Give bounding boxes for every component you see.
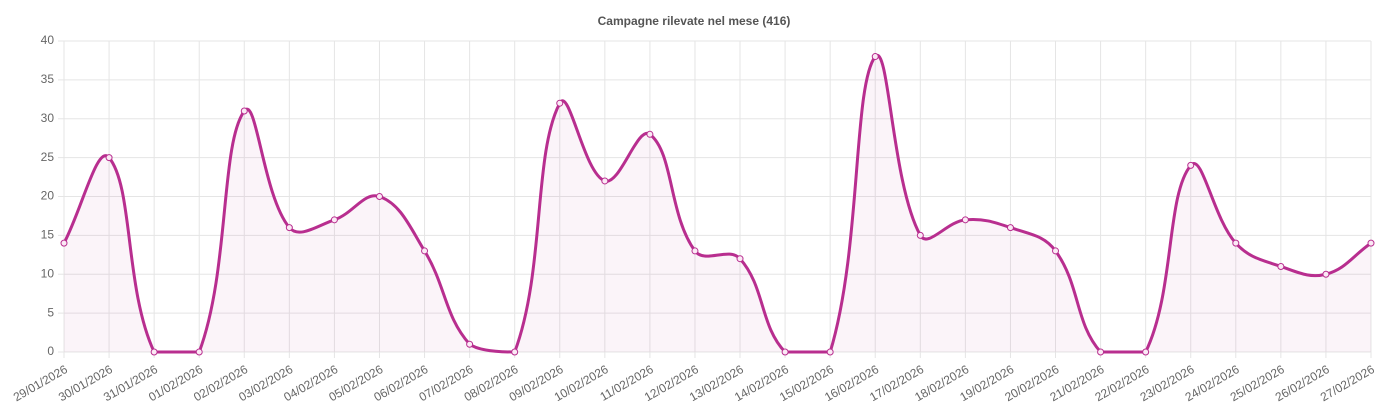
point <box>375 193 383 200</box>
y-tick-label: 15 <box>41 228 55 242</box>
point <box>1367 239 1375 247</box>
point <box>826 348 834 356</box>
point <box>1052 247 1060 255</box>
point <box>916 231 924 239</box>
point <box>285 224 293 232</box>
point <box>871 53 879 61</box>
y-tick-label: 0 <box>47 344 54 358</box>
point <box>691 247 699 255</box>
area <box>64 55 1371 353</box>
point <box>736 255 744 263</box>
point <box>781 348 789 356</box>
point <box>1187 161 1195 169</box>
chart-title: Campagne rilevate nel mese (416) <box>598 14 791 28</box>
point <box>1006 224 1014 232</box>
point <box>150 348 158 356</box>
point <box>466 340 474 348</box>
plot <box>60 53 1375 356</box>
point <box>240 107 248 115</box>
y-tick-label: 40 <box>41 33 55 47</box>
point <box>105 154 113 162</box>
point <box>1322 270 1330 278</box>
point <box>1277 262 1285 270</box>
point <box>511 348 519 356</box>
y-tick-label: 30 <box>41 111 55 125</box>
point <box>556 99 564 107</box>
y-tick-label: 20 <box>41 189 55 203</box>
point <box>601 177 609 185</box>
point <box>646 130 654 138</box>
point <box>1142 348 1150 356</box>
point <box>421 247 429 255</box>
y-tick-label: 35 <box>41 72 55 86</box>
point <box>60 239 68 247</box>
point <box>330 216 338 224</box>
point <box>195 348 203 356</box>
y-tick-label: 5 <box>47 305 54 319</box>
y-tick-label: 10 <box>41 266 55 280</box>
point <box>961 216 969 224</box>
point <box>1097 348 1105 356</box>
point <box>1232 239 1240 247</box>
y-tick-label: 25 <box>41 150 55 164</box>
